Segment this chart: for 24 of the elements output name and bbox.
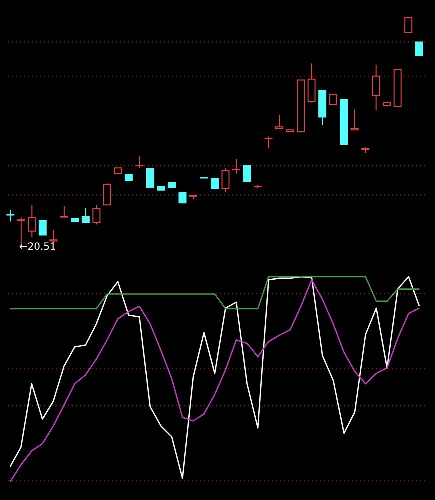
candlestick (82, 208, 90, 224)
candlestick (404, 16, 413, 34)
candlestick (38, 220, 47, 236)
candlestick (308, 63, 316, 104)
candlestick (103, 183, 112, 206)
candlestick (264, 136, 273, 150)
candlestick (28, 204, 36, 238)
candlestick (60, 206, 68, 218)
candlestick (372, 64, 380, 112)
candlestick (243, 166, 252, 182)
candlestick (136, 156, 144, 169)
candlestick (92, 204, 101, 226)
candlestick (178, 192, 187, 204)
candlestick (276, 114, 284, 130)
candlestick (232, 158, 241, 174)
candlestick (222, 168, 230, 193)
candlestick (415, 42, 424, 56)
candlestick (329, 94, 338, 106)
annotation: ←20.51 (19, 242, 56, 253)
candlestick (211, 178, 219, 190)
candlestick (6, 209, 15, 222)
candlestick (50, 230, 58, 244)
candlestick (350, 109, 359, 131)
candlestick (146, 168, 154, 188)
